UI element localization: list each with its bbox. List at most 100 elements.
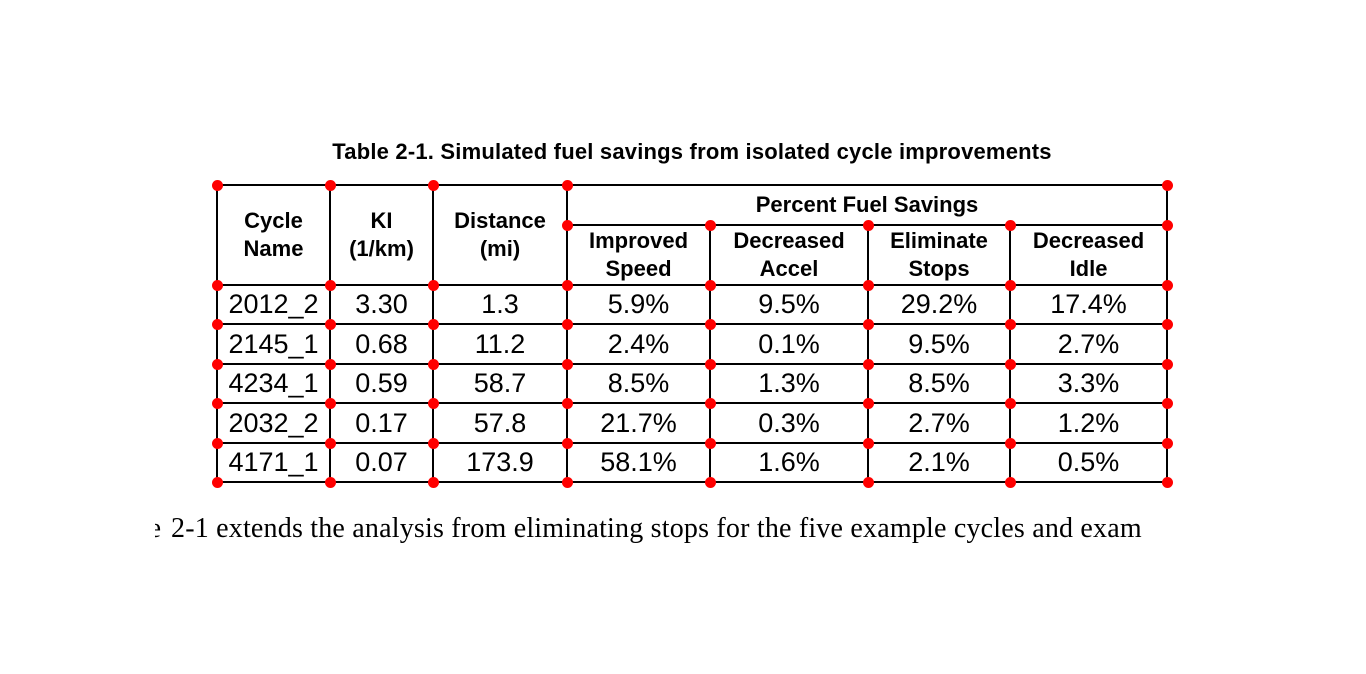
grid-marker-dot <box>1004 476 1016 488</box>
grid-marker-dot <box>211 437 223 449</box>
grid-marker-dot <box>211 318 223 330</box>
col-header-ki: KI (1/km) <box>329 184 434 286</box>
table-cell: 29.2% <box>867 284 1011 325</box>
grid-marker-dot <box>324 358 336 370</box>
table-cell: 8.5% <box>867 363 1011 404</box>
table-cell: 1.3 <box>432 284 568 325</box>
grid-marker-dot <box>1161 437 1173 449</box>
table-row: 4234_1 0.59 58.7 8.5% 1.3% 8.5% 3.3% <box>216 363 1169 404</box>
grid-marker-dot <box>704 437 716 449</box>
col-header-line: Speed <box>605 256 672 281</box>
table-cell: 4234_1 <box>216 363 331 404</box>
table-cell: 2145_1 <box>216 323 331 365</box>
table-row: 4171_1 0.07 173.9 58.1% 1.6% 2.1% 0.5% <box>216 442 1169 483</box>
grid-marker-dot <box>211 279 223 291</box>
grid-marker-dot <box>324 318 336 330</box>
table-cell: 0.3% <box>709 402 869 444</box>
grid-marker-dot <box>1004 358 1016 370</box>
grid-marker-dot <box>211 358 223 370</box>
col-header-line: Decreased <box>1032 228 1145 253</box>
table-cell: 4171_1 <box>216 442 331 483</box>
col-header-line: KI <box>370 208 393 233</box>
col-header-line: Improved <box>588 228 689 253</box>
grid-marker-dot <box>561 318 573 330</box>
grid-marker-dot <box>862 219 874 231</box>
grid-marker-dot <box>1161 397 1173 409</box>
grid-marker-dot <box>427 279 439 291</box>
col-header-decreased-accel: Decreased Accel <box>709 224 869 286</box>
body-paragraph-line: 2-1 extends the analysis from eliminatin… <box>171 513 1142 544</box>
grid-marker-dot <box>324 476 336 488</box>
grid-marker-dot <box>1161 476 1173 488</box>
table-cell: 58.7 <box>432 363 568 404</box>
col-header-line: Name <box>243 236 304 261</box>
col-header-line: Idle <box>1069 256 1108 281</box>
grid-marker-dot <box>862 476 874 488</box>
table-row: 2032_2 0.17 57.8 21.7% 0.3% 2.7% 1.2% <box>216 402 1169 444</box>
fuel-savings-table: Cycle Name KI (1/km) Distance (mi) Perce… <box>216 184 1169 483</box>
table-cell: 2032_2 <box>216 402 331 444</box>
table-title: Table 2-1. Simulated fuel savings from i… <box>332 139 1052 164</box>
grid-marker-dot <box>561 437 573 449</box>
grid-marker-dot <box>561 397 573 409</box>
grid-marker-dot <box>427 179 439 191</box>
grid-marker-dot <box>704 358 716 370</box>
grid-marker-dot <box>427 397 439 409</box>
grid-marker-dot <box>561 219 573 231</box>
group-header-percent-fuel-savings: Percent Fuel Savings <box>565 184 1169 226</box>
col-header-line: (1/km) <box>349 236 414 261</box>
table-cell: 58.1% <box>566 442 711 483</box>
table-cell: 2.1% <box>867 442 1011 483</box>
clipped-word-fragment: e <box>155 513 161 549</box>
grid-marker-dot <box>427 318 439 330</box>
table-cell: 3.3% <box>1008 363 1169 404</box>
grid-marker-dot <box>1161 318 1173 330</box>
table-cell: 8.5% <box>566 363 711 404</box>
table-cell: 0.5% <box>1008 442 1169 483</box>
grid-marker-dot <box>561 476 573 488</box>
grid-marker-dot <box>211 179 223 191</box>
col-header-cycle-name: Cycle Name <box>216 184 331 286</box>
table-cell: 11.2 <box>432 323 568 365</box>
grid-marker-dot <box>1004 437 1016 449</box>
table-cell: 2.7% <box>1008 323 1169 365</box>
grid-marker-dot <box>1004 318 1016 330</box>
col-header-line: Stops <box>908 256 970 281</box>
grid-marker-dot <box>704 318 716 330</box>
grid-marker-dot <box>862 397 874 409</box>
grid-marker-dot <box>561 279 573 291</box>
grid-marker-dot <box>862 437 874 449</box>
table-cell: 9.5% <box>709 284 869 325</box>
table-cell: 2.7% <box>867 402 1011 444</box>
col-header-eliminate-stops: Eliminate Stops <box>867 224 1011 286</box>
table-cell: 2.4% <box>566 323 711 365</box>
grid-marker-dot <box>1161 279 1173 291</box>
table-cell: 17.4% <box>1008 284 1169 325</box>
table-row: 2145_1 0.68 11.2 2.4% 0.1% 9.5% 2.7% <box>216 323 1169 365</box>
grid-marker-dot <box>561 358 573 370</box>
table-cell: 1.2% <box>1008 402 1169 444</box>
table-cell: 5.9% <box>566 284 711 325</box>
grid-marker-dot <box>704 219 716 231</box>
grid-marker-dot <box>324 437 336 449</box>
table-cell: 0.1% <box>709 323 869 365</box>
grid-marker-dot <box>704 476 716 488</box>
col-header-line: (mi) <box>479 236 521 261</box>
grid-marker-dot <box>561 179 573 191</box>
col-header-decreased-idle: Decreased Idle <box>1008 224 1169 286</box>
grid-marker-dot <box>704 279 716 291</box>
grid-marker-dot <box>1004 279 1016 291</box>
grid-marker-dot <box>211 397 223 409</box>
table-cell: 2012_2 <box>216 284 331 325</box>
col-header-distance: Distance (mi) <box>432 184 568 286</box>
table-cell: 0.59 <box>329 363 434 404</box>
grid-marker-dot <box>324 397 336 409</box>
table-cell: 0.07 <box>329 442 434 483</box>
grid-marker-dot <box>1004 219 1016 231</box>
grid-marker-dot <box>324 279 336 291</box>
grid-marker-dot <box>427 476 439 488</box>
col-header-line: Eliminate <box>890 228 988 253</box>
table-row: 2012_2 3.30 1.3 5.9% 9.5% 29.2% 17.4% <box>216 284 1169 325</box>
col-header-line: Cycle <box>244 208 303 233</box>
